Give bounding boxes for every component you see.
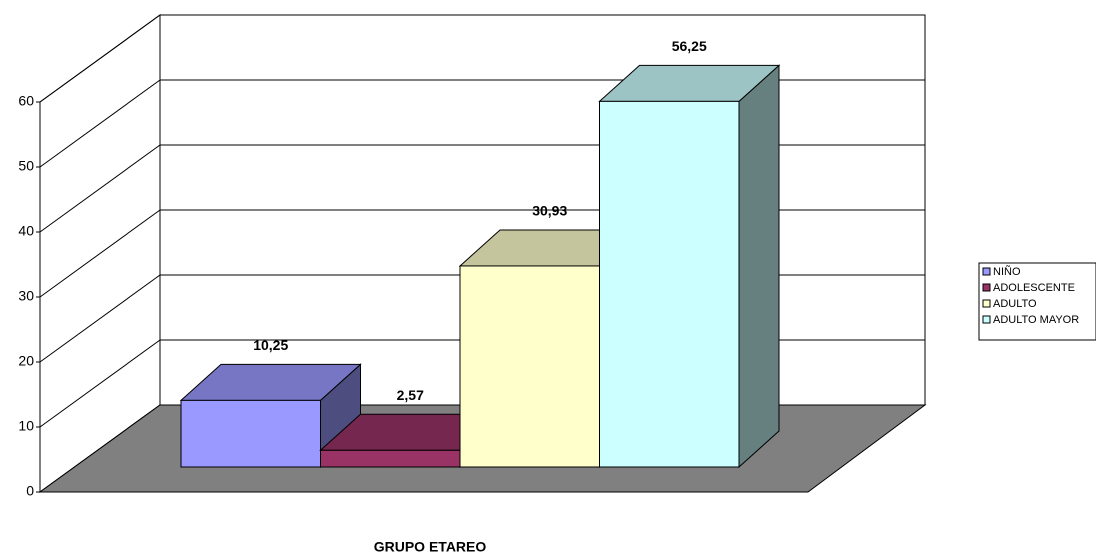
grid-line [39, 274, 161, 363]
legend-label: ADOLESCENTE [993, 282, 1075, 294]
bar [459, 265, 600, 468]
grid-line [39, 144, 161, 233]
y-tick-label: 50 [18, 158, 34, 174]
bar [180, 399, 321, 468]
y-tick-label: 30 [18, 288, 34, 304]
y-tick-label: 0 [26, 483, 34, 499]
legend-label: ADULTO [993, 298, 1037, 310]
data-label: 56,25 [672, 38, 707, 54]
legend-swatch [982, 267, 991, 276]
bar [320, 449, 461, 468]
bar-side [738, 64, 780, 469]
data-label: 10,25 [253, 337, 288, 353]
data-label: 30,93 [532, 203, 567, 219]
grid-line [39, 14, 161, 103]
grid-line [39, 209, 161, 298]
x-axis-label: GRUPO ETAREO [374, 539, 487, 555]
legend-label: NIÑO [993, 265, 1021, 278]
legend-swatch [982, 299, 991, 308]
legend-label: ADULTO MAYOR [993, 314, 1079, 326]
y-tick-label: 20 [18, 353, 34, 369]
y-tick-label: 40 [18, 223, 34, 239]
grid-line [39, 339, 161, 428]
bar [599, 100, 740, 468]
grid-line [39, 79, 161, 168]
legend-swatch [982, 315, 991, 324]
y-tick-label: 60 [18, 93, 34, 109]
y-tick-label: 10 [18, 418, 34, 434]
legend-swatch [982, 283, 991, 292]
data-label: 2,57 [397, 387, 424, 403]
legend-box [978, 262, 1096, 341]
